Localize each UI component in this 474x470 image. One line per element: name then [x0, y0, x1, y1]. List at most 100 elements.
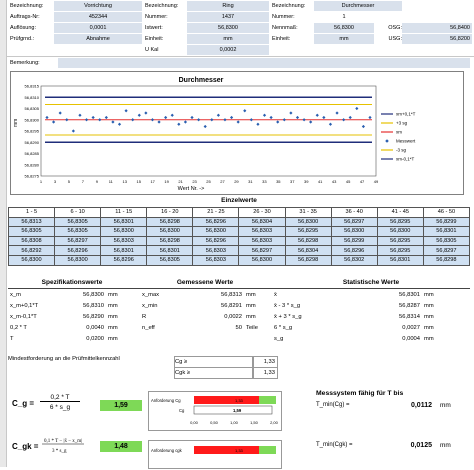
- gemessen-value[interactable]: 50: [235, 325, 242, 331]
- einzelwerte-header: 36 - 40: [330, 207, 378, 218]
- einzelwerte-cell[interactable]: 56,8305: [7, 226, 56, 237]
- einzelwerte-cell[interactable]: 56,8303: [100, 235, 148, 247]
- col2-value-3[interactable]: mm: [187, 34, 269, 44]
- cgk-bar-req-label: Anforderung cgk: [151, 448, 183, 453]
- einzelwerte-cell[interactable]: 56,8295: [376, 216, 424, 228]
- einzelwerte-cell[interactable]: 56,8297: [422, 245, 471, 256]
- statistik-value[interactable]: 56,8301: [399, 292, 420, 298]
- svg-text:3 * s_g: 3 * s_g: [52, 449, 67, 454]
- col3-value-1[interactable]: 1: [342, 14, 346, 20]
- einzelwerte-cell[interactable]: 56,8301: [100, 216, 148, 228]
- einzelwerte-cell[interactable]: 56,8304: [284, 245, 332, 256]
- legend-label: Messwert: [396, 139, 416, 144]
- col2-value-4[interactable]: 0,0002: [187, 45, 269, 55]
- spec-value[interactable]: 56,8290: [83, 314, 104, 320]
- einzelwerte-cell[interactable]: 56,8302: [330, 254, 378, 266]
- col3-value-0[interactable]: Durchmesser: [314, 1, 402, 11]
- einzelwerte-cell[interactable]: 56,8298: [284, 254, 332, 266]
- spec-value[interactable]: 56,8310: [83, 303, 104, 309]
- x-tick-label: 41: [318, 179, 323, 184]
- x-tick-label: 35: [276, 179, 281, 184]
- einzelwerte-cell[interactable]: 56,8296: [54, 245, 102, 256]
- y-tick-label: 56,8275: [25, 174, 40, 179]
- spec-row: x_m+0,1*T 56,8310 mm: [8, 301, 136, 312]
- einzelwerte-cell[interactable]: 56,8298: [284, 235, 332, 247]
- einzelwerte-cell[interactable]: 56,8305: [422, 235, 471, 247]
- col2-value-2[interactable]: 56,8300: [187, 23, 269, 33]
- gemessen-value[interactable]: 0,0022: [224, 314, 242, 320]
- einzelwerte-cell[interactable]: 56,8299: [422, 216, 471, 228]
- measurement-point: [111, 120, 115, 124]
- einzelwerte-cell[interactable]: 56,8304: [238, 216, 286, 228]
- einzelwerte-cell[interactable]: 56,8300: [376, 226, 424, 237]
- einzelwerte-cell[interactable]: 56,8301: [422, 226, 471, 237]
- einzelwerte-cell[interactable]: 56,8308: [7, 235, 56, 247]
- gemessen-value[interactable]: 56,8291: [221, 303, 242, 309]
- einzelwerte-cell[interactable]: 56,8303: [238, 235, 286, 247]
- einzelwerte-cell[interactable]: 56,8296: [100, 254, 148, 266]
- einzelwerte-cell[interactable]: 56,8300: [100, 226, 148, 237]
- einzelwerte-cell[interactable]: 56,8296: [192, 216, 240, 228]
- col1-value-0[interactable]: Vorrichtung: [54, 1, 142, 11]
- col3-value-3[interactable]: mm: [314, 34, 374, 44]
- einzelwerte-cell[interactable]: 56,8295: [376, 245, 424, 256]
- einzelwerte-cell[interactable]: 56,8305: [146, 254, 194, 266]
- spec-value[interactable]: 0,0200: [86, 336, 104, 342]
- x-tick-label: 3: [54, 179, 57, 184]
- einzelwerte-header: 11 - 15: [100, 207, 148, 218]
- col1-value-3[interactable]: Abnahme: [54, 34, 142, 44]
- einzelwerte-cell[interactable]: 56,8299: [330, 235, 378, 247]
- einzelwerte-cell[interactable]: 56,8300: [284, 216, 332, 228]
- einzelwerte-cell[interactable]: 56,8305: [54, 216, 102, 228]
- einzelwerte-cell[interactable]: 56,8301: [100, 245, 148, 256]
- einzelwerte-cell[interactable]: 56,8300: [192, 226, 240, 237]
- statistik-value[interactable]: 0,0004: [402, 336, 420, 342]
- einzelwerte-cell[interactable]: 56,8300: [54, 254, 102, 266]
- einzelwerte-cell[interactable]: 56,8301: [376, 254, 424, 266]
- einzelwerte-cell[interactable]: 56,8303: [192, 245, 240, 256]
- col3-value-2[interactable]: 56,8300: [314, 23, 374, 33]
- einzelwerte-cell[interactable]: 56,8300: [7, 254, 56, 266]
- spec-row: x_m 56,8300 mm: [8, 290, 136, 301]
- einzelwerte-cell[interactable]: 56,8300: [330, 226, 378, 237]
- plot-frame: [40, 85, 377, 177]
- einzelwerte-cell[interactable]: 56,8303: [192, 254, 240, 266]
- einzelwerte-cell[interactable]: 56,8298: [146, 216, 194, 228]
- einzelwerte-cell[interactable]: 56,8313: [7, 216, 56, 228]
- bemerkung-field[interactable]: [58, 58, 470, 68]
- einzelwerte-cell[interactable]: 56,8301: [146, 245, 194, 256]
- col2-value-1[interactable]: 1437: [187, 12, 269, 22]
- einzelwerte-cell[interactable]: 56,8300: [238, 254, 286, 266]
- legend-label: xm+0,1*T: [396, 112, 416, 117]
- einzelwerte-cell[interactable]: 56,8296: [330, 245, 378, 256]
- statistik-value[interactable]: 56,8287: [399, 303, 420, 309]
- statistik-value[interactable]: 56,8314: [399, 314, 420, 320]
- spec-value[interactable]: 56,8300: [83, 292, 104, 298]
- col2-value-0[interactable]: Ring: [187, 1, 269, 11]
- einzelwerte-cell[interactable]: 56,8300: [146, 226, 194, 237]
- col1-value-2[interactable]: 0,0001: [54, 23, 142, 33]
- einzelwerte-cell[interactable]: 56,8298: [422, 254, 471, 266]
- x-tick-label: 21: [178, 179, 183, 184]
- einzelwerte-row: 56,8305 56,8305 56,8300 56,8300 56,8300 56,83…: [7, 226, 471, 237]
- einzelwerte-cell[interactable]: 56,8295: [376, 235, 424, 247]
- cgk-min-value[interactable]: 1,33: [252, 367, 278, 379]
- einzelwerte-cell[interactable]: 56,8295: [284, 226, 332, 237]
- osg-value[interactable]: 56,8400: [402, 23, 472, 33]
- usg-value[interactable]: 56,8200: [402, 34, 472, 44]
- einzelwerte-cell[interactable]: 56,8296: [192, 235, 240, 247]
- col1-value-1[interactable]: 452344: [54, 12, 142, 22]
- cg-formula-num: 0,2 * T: [40, 394, 80, 402]
- statistik-label: s_g: [274, 336, 284, 342]
- einzelwerte-cell[interactable]: 56,8297: [330, 216, 378, 228]
- einzelwerte-cell[interactable]: 56,8305: [54, 226, 102, 237]
- gemessen-value[interactable]: 56,8313: [221, 292, 242, 298]
- einzelwerte-cell[interactable]: 56,8297: [238, 245, 286, 256]
- gemessen-row: n_eff 50 Teile: [140, 323, 270, 334]
- statistik-value[interactable]: 0,0027: [402, 325, 420, 331]
- einzelwerte-cell[interactable]: 56,8303: [238, 226, 286, 237]
- einzelwerte-cell[interactable]: 56,8292: [7, 245, 56, 256]
- einzelwerte-cell[interactable]: 56,8297: [54, 235, 102, 247]
- spec-value[interactable]: 0,0040: [86, 325, 104, 331]
- einzelwerte-cell[interactable]: 56,8298: [146, 235, 194, 247]
